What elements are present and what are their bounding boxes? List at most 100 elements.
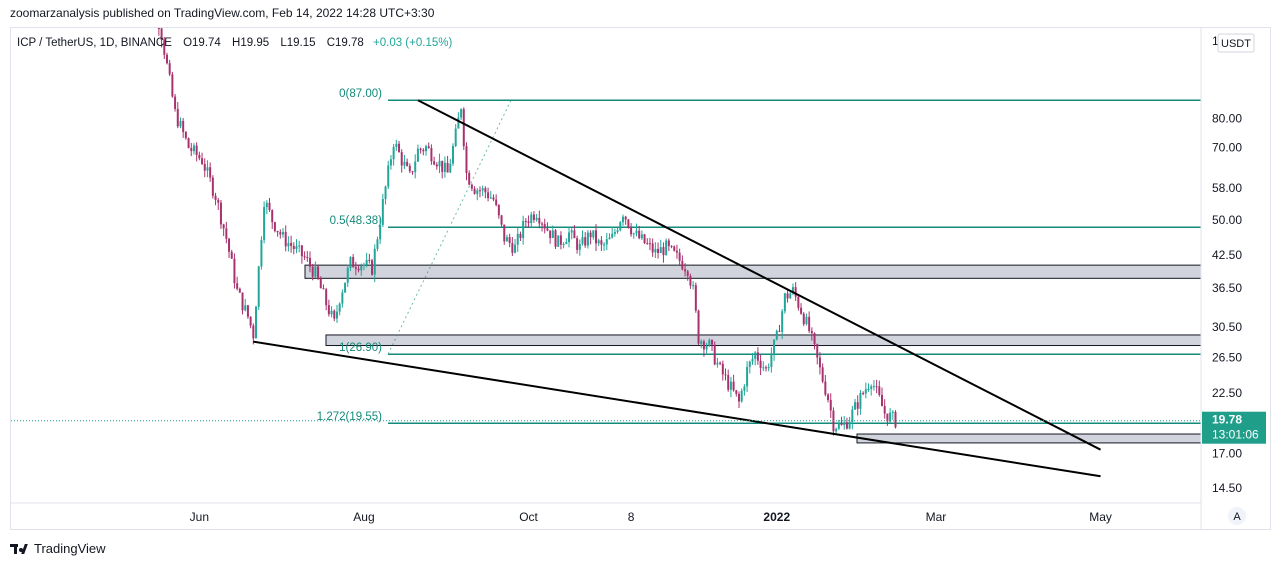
candle-body bbox=[589, 232, 592, 238]
candle-body bbox=[265, 202, 268, 208]
candle-body bbox=[282, 232, 285, 235]
candle-body bbox=[670, 245, 673, 247]
candle-body bbox=[230, 251, 233, 259]
candle-body bbox=[330, 310, 333, 315]
candle-body bbox=[756, 352, 759, 361]
candle-body bbox=[228, 238, 231, 252]
candle-body bbox=[735, 390, 738, 394]
candle-body bbox=[257, 266, 260, 307]
trendlines-layer bbox=[253, 99, 1102, 478]
candle-body bbox=[171, 74, 174, 97]
candle-body bbox=[713, 344, 716, 365]
candle-body bbox=[743, 386, 746, 391]
candle-body bbox=[349, 257, 352, 268]
candle-body bbox=[476, 190, 479, 194]
price-tick-label: 36.50 bbox=[1212, 281, 1242, 295]
trendline-upper[interactable] bbox=[417, 99, 1102, 451]
candle-body bbox=[827, 394, 830, 400]
candle-body bbox=[344, 282, 347, 293]
candle-body bbox=[387, 165, 390, 187]
price-tick-label: 58.00 bbox=[1212, 181, 1242, 195]
candle-body bbox=[810, 330, 813, 334]
tradingview-brand[interactable]: TradingView bbox=[10, 541, 106, 556]
candle-body bbox=[317, 266, 320, 279]
candle-body bbox=[398, 143, 401, 153]
change-value: +0.03 (+0.15%) bbox=[373, 37, 452, 49]
candle-body bbox=[883, 406, 886, 414]
candle-body bbox=[157, 28, 160, 29]
candle-body bbox=[716, 362, 719, 365]
candle-body bbox=[279, 232, 282, 235]
fib-level-label: 0(87.00) bbox=[339, 88, 382, 100]
candle-body bbox=[217, 199, 220, 203]
candle-body bbox=[891, 411, 894, 413]
candle-body bbox=[446, 162, 449, 173]
auto-scale-button[interactable]: A bbox=[1228, 507, 1246, 525]
candle-body bbox=[640, 234, 643, 239]
currency-button-label: USDT bbox=[1221, 38, 1251, 50]
time-tick-label: Oct bbox=[519, 510, 538, 524]
candle-body bbox=[821, 367, 824, 382]
fib-connector bbox=[387, 100, 512, 355]
candle-body bbox=[425, 146, 428, 152]
candle-body bbox=[290, 242, 293, 246]
candle-body bbox=[368, 259, 371, 261]
candle-body bbox=[457, 117, 460, 129]
candle-body bbox=[373, 248, 376, 275]
candle-body bbox=[308, 258, 311, 267]
candle-body bbox=[800, 307, 803, 314]
candle-body bbox=[835, 428, 838, 432]
candle-body bbox=[748, 361, 751, 367]
candle-body bbox=[184, 132, 187, 139]
low-value: L19.15 bbox=[280, 37, 315, 49]
candle-body bbox=[791, 287, 794, 294]
candle-body bbox=[775, 330, 778, 340]
candle-body bbox=[516, 233, 519, 245]
candle-body bbox=[255, 306, 258, 339]
candle-body bbox=[608, 237, 611, 240]
chart-frame[interactable] bbox=[10, 27, 1271, 530]
currency-button[interactable]: USDT bbox=[1217, 33, 1255, 53]
candle-body bbox=[406, 161, 409, 166]
candle-body bbox=[619, 222, 622, 231]
candle-body bbox=[414, 161, 417, 173]
price-axis-top-partial: 1 bbox=[1212, 34, 1219, 48]
candle-body bbox=[697, 310, 700, 344]
candle-body bbox=[802, 313, 805, 325]
candle-body bbox=[322, 288, 325, 290]
price-tick-label: 80.00 bbox=[1212, 111, 1242, 125]
candle-body bbox=[206, 167, 209, 171]
candle-body bbox=[273, 222, 276, 231]
candle-body bbox=[462, 109, 465, 147]
symbol-legend: ICP / TetherUS, 1D, BINANCE O19.74 H19.9… bbox=[17, 37, 452, 49]
candle-body bbox=[557, 235, 560, 247]
candle-body bbox=[211, 177, 214, 196]
candle-body bbox=[408, 165, 411, 172]
candle-body bbox=[794, 287, 797, 297]
candle-body bbox=[519, 233, 522, 239]
candle-body bbox=[751, 358, 754, 362]
candle-body bbox=[522, 220, 525, 239]
candle-body bbox=[327, 305, 330, 315]
candle-body bbox=[546, 228, 549, 231]
candle-body bbox=[581, 237, 584, 244]
trendline-lower[interactable] bbox=[253, 340, 1101, 478]
candle-body bbox=[176, 108, 179, 127]
candle-body bbox=[584, 237, 587, 246]
candle-body bbox=[773, 339, 776, 355]
candle-body bbox=[219, 202, 222, 225]
candle-body bbox=[881, 394, 884, 407]
candle-body bbox=[335, 311, 338, 319]
candle-body bbox=[778, 330, 781, 332]
candle-body bbox=[481, 188, 484, 191]
candle-body bbox=[678, 252, 681, 261]
candle-body bbox=[225, 228, 228, 239]
candle-body bbox=[762, 367, 765, 369]
candle-body bbox=[514, 244, 517, 253]
candle-body bbox=[684, 269, 687, 272]
candle-body bbox=[848, 422, 851, 429]
candle-body bbox=[613, 231, 616, 234]
candle-body bbox=[648, 243, 651, 245]
candle-body bbox=[662, 247, 665, 256]
